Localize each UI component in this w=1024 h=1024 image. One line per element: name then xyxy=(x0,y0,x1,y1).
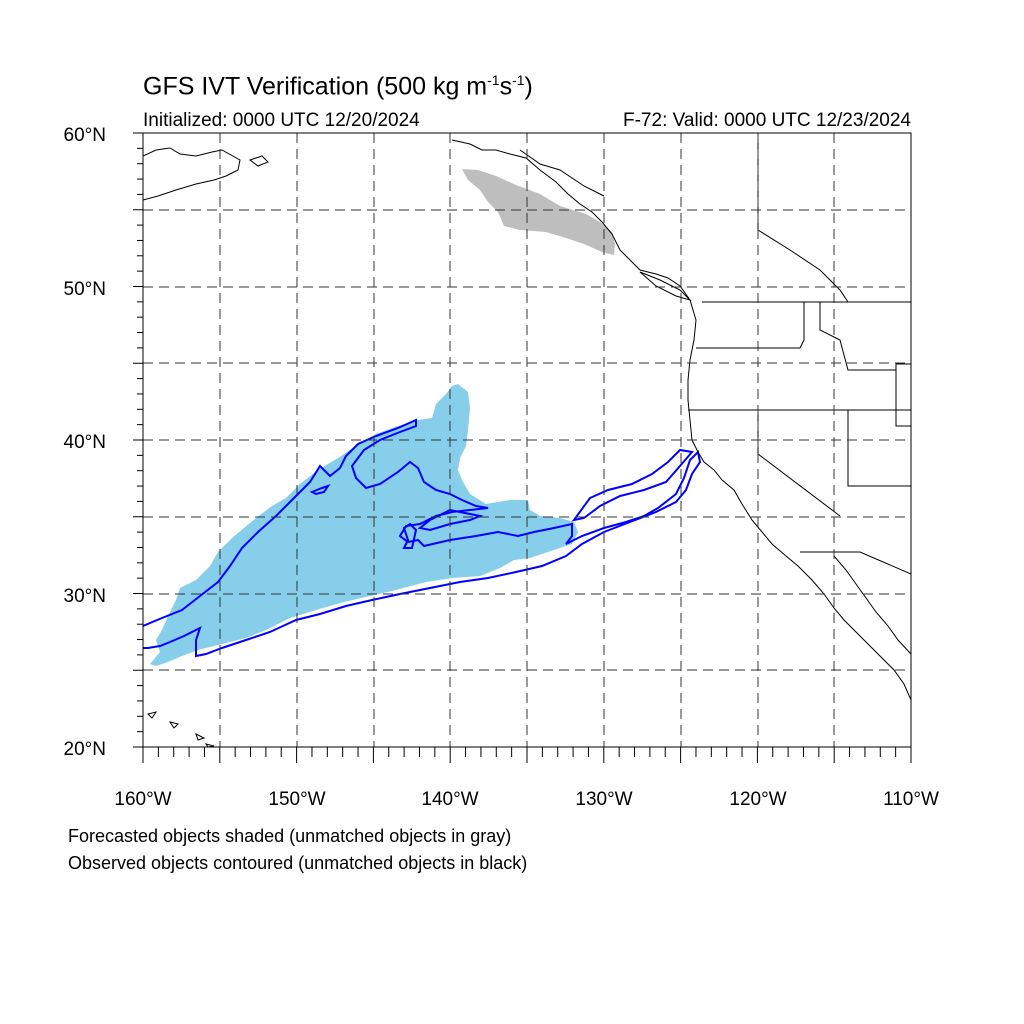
gulf-alaska-coast xyxy=(451,139,911,701)
observed-object-small-2 xyxy=(402,522,418,549)
mexico-border xyxy=(800,551,911,575)
lat-label-50: 50°N xyxy=(64,279,106,300)
map-area xyxy=(143,133,911,747)
observed-object-small-1 xyxy=(309,484,331,496)
hawaii-islands xyxy=(147,711,215,747)
lon-label-140w: 140°W xyxy=(421,789,478,810)
coastlines xyxy=(143,139,911,747)
alaska-coast xyxy=(143,147,241,201)
lat-label-30: 30°N xyxy=(64,586,106,607)
vancouver-island xyxy=(639,271,692,302)
baja-coast xyxy=(833,555,911,655)
lon-label-150w: 150°W xyxy=(268,789,325,810)
caption-observed: Observed objects contoured (unmatched ob… xyxy=(68,853,528,873)
axis-ticks xyxy=(133,132,912,763)
lon-label-120w: 120°W xyxy=(729,789,786,810)
lat-label-60: 60°N xyxy=(64,125,106,146)
kodiak-island xyxy=(248,155,269,167)
valid-time-label: F-72: Valid: 0000 UTC 12/23/2024 xyxy=(623,110,911,131)
lat-label-20: 20°N xyxy=(64,739,106,760)
grid-lines xyxy=(143,133,911,747)
alaska-canada-border xyxy=(519,149,605,197)
observed-object-inner xyxy=(571,448,694,522)
washington-oregon-border xyxy=(696,302,805,349)
forecast-unmatched-object xyxy=(462,169,615,255)
lat-label-40: 40°N xyxy=(64,432,106,453)
nevada-border xyxy=(757,410,841,517)
caption-forecast: Forecasted objects shaded (unmatched obj… xyxy=(68,826,512,846)
state-boundaries xyxy=(519,133,911,575)
forecast-matched-object xyxy=(150,384,578,666)
initialized-label: Initialized: 0000 UTC 12/20/2024 xyxy=(143,110,420,131)
lat-labels: 60°N 50°N 40°N 30°N 20°N xyxy=(64,125,106,760)
lon-label-110w: 110°W xyxy=(883,789,939,810)
lon-label-160w: 160°W xyxy=(114,789,171,810)
idaho-nevada-border xyxy=(847,410,911,487)
lon-labels: 160°W 150°W 140°W 130°W 120°W 110°W xyxy=(114,789,939,810)
wyoming-border xyxy=(895,364,911,427)
map-title: GFS IVT Verification (500 kg m-1s-1) xyxy=(143,72,533,101)
lon-label-130w: 130°W xyxy=(575,789,632,810)
